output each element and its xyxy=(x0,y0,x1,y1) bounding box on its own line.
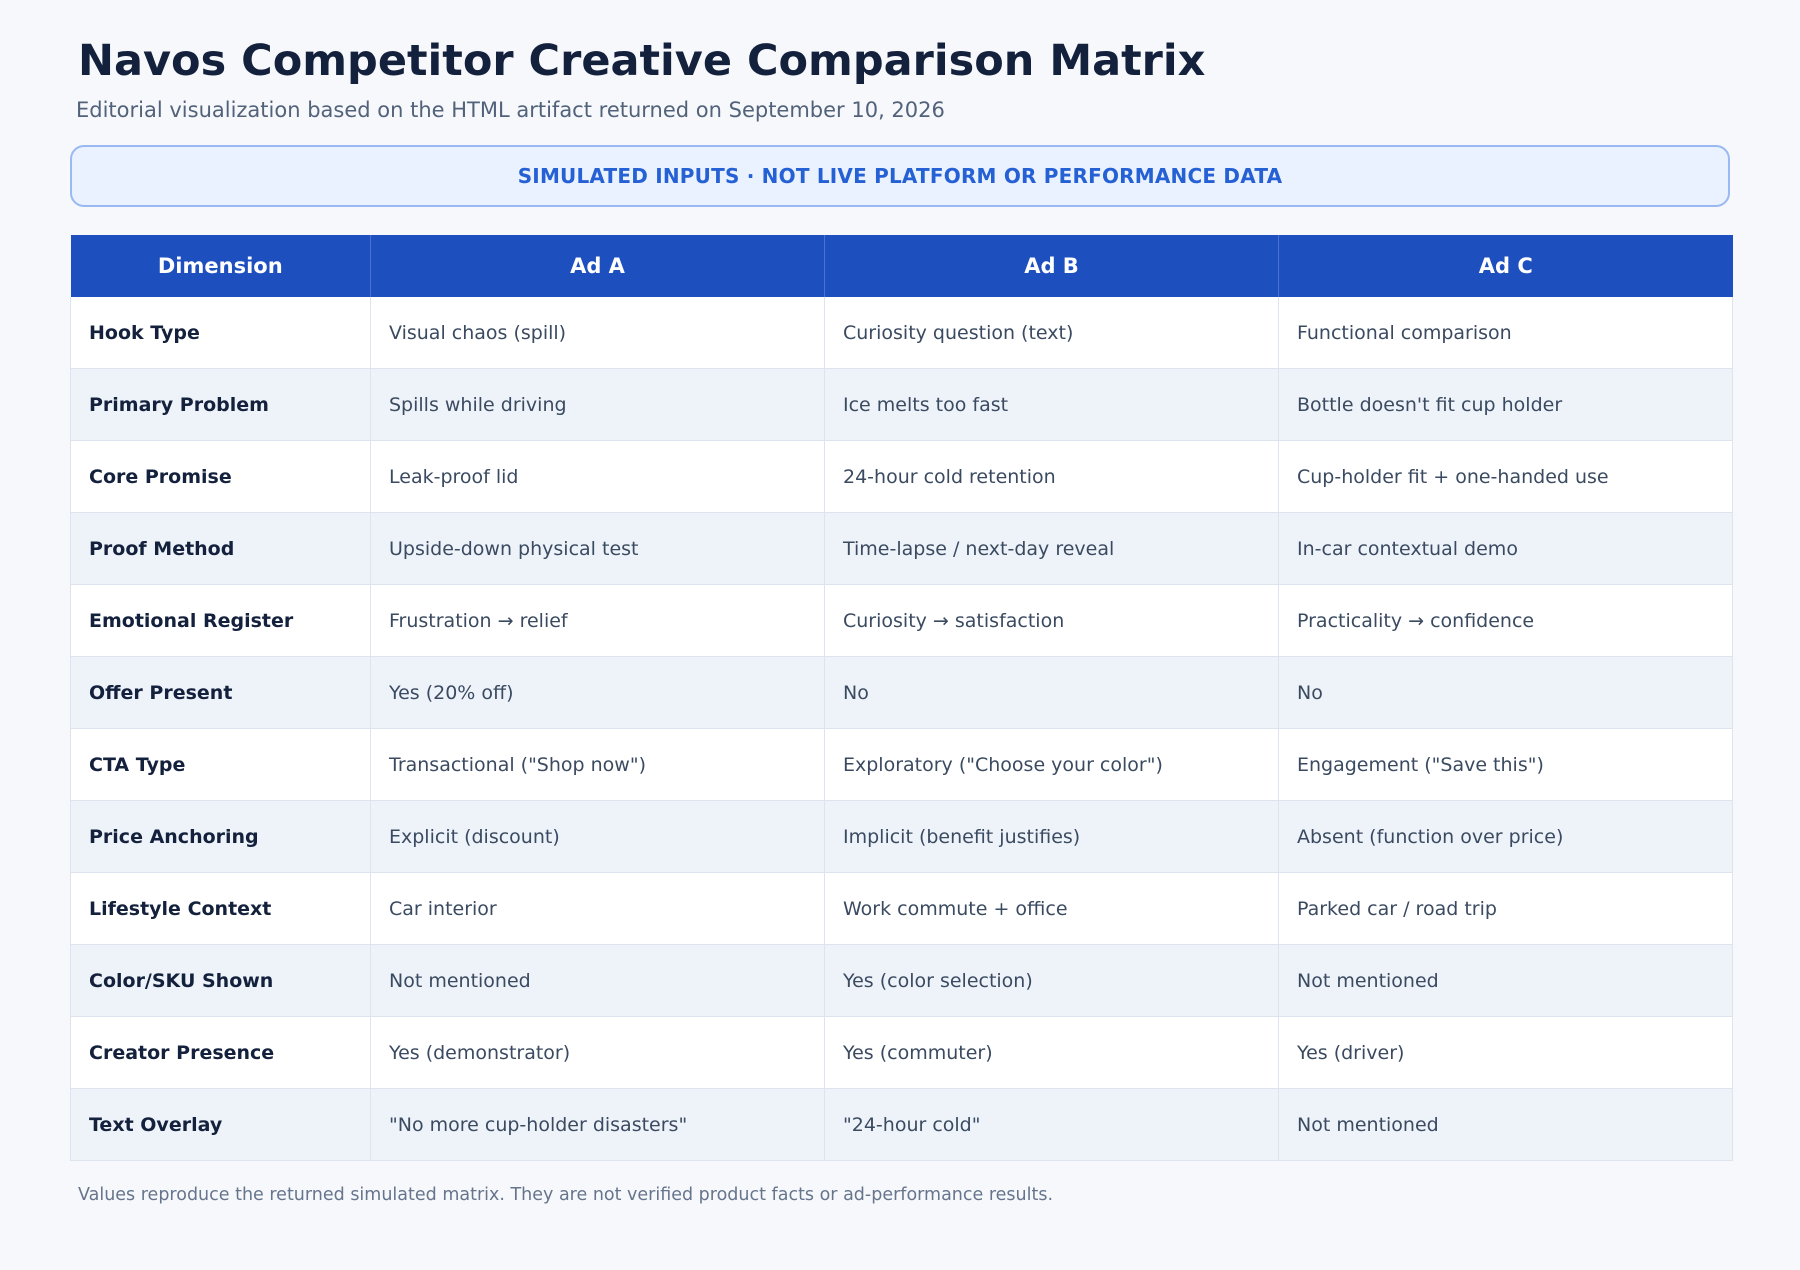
ad-c-cell: Bottle doesn't fit cup holder xyxy=(1278,368,1733,441)
table-row: Core Promise Leak-proof lid 24-hour cold r… xyxy=(70,440,1733,513)
table-row: CTA Type Transactional ("Shop now") Explor… xyxy=(70,728,1733,801)
ad-b-cell: Work commute + office xyxy=(824,872,1279,945)
ad-a-cell: "No more cup-holder disasters" xyxy=(370,1088,825,1161)
dimension-cell: Offer Present xyxy=(70,656,371,729)
ad-c-cell: Functional comparison xyxy=(1278,297,1733,369)
dimension-cell: Lifestyle Context xyxy=(70,872,371,945)
dimension-cell: Color/SKU Shown xyxy=(70,944,371,1017)
ad-a-cell: Yes (demonstrator) xyxy=(370,1016,825,1089)
ad-b-cell: Yes (color selection) xyxy=(824,944,1279,1017)
dimension-cell: Hook Type xyxy=(70,297,371,369)
ad-a-cell: Leak-proof lid xyxy=(370,440,825,513)
dimension-cell: Core Promise xyxy=(70,440,371,513)
ad-c-cell: Cup-holder fit + one-handed use xyxy=(1278,440,1733,513)
ad-b-cell: 24-hour cold retention xyxy=(824,440,1279,513)
header-ad-c: Ad C xyxy=(1278,235,1733,297)
ad-c-cell: Parked car / road trip xyxy=(1278,872,1733,945)
page-title: Navos Competitor Creative Comparison Mat… xyxy=(78,36,1206,86)
table-header-row: Dimension Ad A Ad B Ad C xyxy=(70,235,1733,297)
dimension-cell: Emotional Register xyxy=(70,584,371,657)
header-ad-a: Ad A xyxy=(370,235,825,297)
dimension-cell: Text Overlay xyxy=(70,1088,371,1161)
footnote: Values reproduce the returned simulated … xyxy=(78,1185,1054,1205)
ad-a-cell: Spills while driving xyxy=(370,368,825,441)
dimension-cell: Primary Problem xyxy=(70,368,371,441)
table-row: Price Anchoring Explicit (discount) Implic… xyxy=(70,800,1733,873)
ad-b-cell: Exploratory ("Choose your color") xyxy=(824,728,1279,801)
ad-b-cell: "24-hour cold" xyxy=(824,1088,1279,1161)
ad-a-cell: Not mentioned xyxy=(370,944,825,1017)
table-row: Color/SKU Shown Not mentioned Yes (color s… xyxy=(70,944,1733,1017)
dimension-cell: Creator Presence xyxy=(70,1016,371,1089)
ad-c-cell: Yes (driver) xyxy=(1278,1016,1733,1089)
ad-a-cell: Upside-down physical test xyxy=(370,512,825,585)
ad-c-cell: No xyxy=(1278,656,1733,729)
dimension-cell: Price Anchoring xyxy=(70,800,371,873)
ad-a-cell: Visual chaos (spill) xyxy=(370,297,825,369)
ad-c-cell: Engagement ("Save this") xyxy=(1278,728,1733,801)
table-row: Proof Method Upside-down physical test Tim… xyxy=(70,512,1733,585)
ad-a-cell: Frustration → relief xyxy=(370,584,825,657)
ad-c-cell: In-car contextual demo xyxy=(1278,512,1733,585)
table-row: Hook Type Visual chaos (spill) Curiosity q… xyxy=(70,297,1733,369)
header-dimension: Dimension xyxy=(70,235,371,297)
dimension-cell: Proof Method xyxy=(70,512,371,585)
table-body: Hook Type Visual chaos (spill) Curiosity q… xyxy=(70,297,1733,1161)
page-subtitle: Editorial visualization based on the HTM… xyxy=(76,98,945,122)
ad-b-cell: No xyxy=(824,656,1279,729)
header-ad-b: Ad B xyxy=(824,235,1279,297)
simulated-data-banner: SIMULATED INPUTS · NOT LIVE PLATFORM OR … xyxy=(70,145,1730,207)
ad-b-cell: Yes (commuter) xyxy=(824,1016,1279,1089)
ad-b-cell: Time-lapse / next-day reveal xyxy=(824,512,1279,585)
dimension-cell: CTA Type xyxy=(70,728,371,801)
ad-b-cell: Curiosity question (text) xyxy=(824,297,1279,369)
ad-a-cell: Explicit (discount) xyxy=(370,800,825,873)
ad-c-cell: Practicality → confidence xyxy=(1278,584,1733,657)
ad-a-cell: Car interior xyxy=(370,872,825,945)
ad-a-cell: Transactional ("Shop now") xyxy=(370,728,825,801)
table-row: Text Overlay "No more cup-holder disaster… xyxy=(70,1088,1733,1161)
banner-text: SIMULATED INPUTS · NOT LIVE PLATFORM OR … xyxy=(517,164,1283,188)
table-row: Lifestyle Context Car interior Work commut… xyxy=(70,872,1733,945)
ad-c-cell: Not mentioned xyxy=(1278,944,1733,1017)
ad-a-cell: Yes (20% off) xyxy=(370,656,825,729)
ad-c-cell: Not mentioned xyxy=(1278,1088,1733,1161)
table-row: Primary Problem Spills while driving Ice m… xyxy=(70,368,1733,441)
ad-b-cell: Ice melts too fast xyxy=(824,368,1279,441)
ad-b-cell: Implicit (benefit justifies) xyxy=(824,800,1279,873)
table-row: Offer Present Yes (20% off) No No xyxy=(70,656,1733,729)
ad-c-cell: Absent (function over price) xyxy=(1278,800,1733,873)
comparison-table: Dimension Ad A Ad B Ad C Hook Type Visual… xyxy=(70,235,1733,1161)
ad-b-cell: Curiosity → satisfaction xyxy=(824,584,1279,657)
table-row: Creator Presence Yes (demonstrator) Yes (c… xyxy=(70,1016,1733,1089)
table-row: Emotional Register Frustration → relief Cu… xyxy=(70,584,1733,657)
